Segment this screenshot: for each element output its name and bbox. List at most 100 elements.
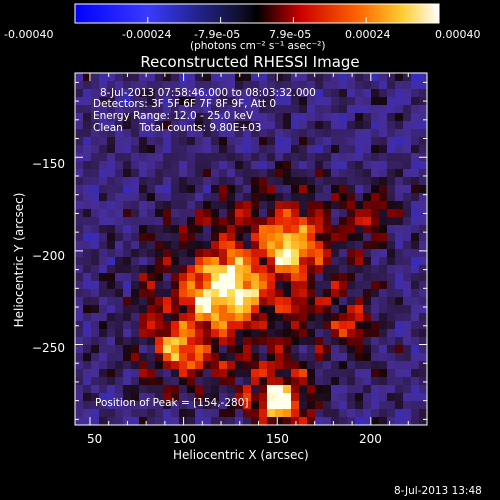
- image-pixel: [307, 257, 316, 266]
- image-pixel: [347, 321, 356, 330]
- image-pixel: [331, 361, 340, 370]
- image-pixel: [163, 305, 172, 314]
- image-pixel: [99, 161, 108, 170]
- image-pixel: [347, 201, 356, 210]
- image-pixel: [339, 201, 348, 210]
- image-pixel: [83, 169, 92, 178]
- image-pixel: [363, 297, 372, 306]
- image-pixel: [387, 353, 396, 362]
- image-pixel: [179, 81, 188, 90]
- image-pixel: [75, 137, 84, 146]
- image-pixel: [323, 97, 332, 106]
- image-pixel: [315, 345, 324, 354]
- image-pixel: [203, 153, 212, 162]
- colorbar-tick-label-2: -7.9e-05: [194, 28, 241, 41]
- image-pixel: [411, 73, 420, 82]
- image-pixel: [331, 161, 340, 170]
- image-pixel: [139, 217, 148, 226]
- image-pixel: [291, 337, 300, 346]
- image-pixel: [395, 73, 404, 82]
- image-pixel: [267, 249, 276, 258]
- image-pixel: [299, 257, 308, 266]
- image-pixel: [99, 241, 108, 250]
- image-pixel: [179, 129, 188, 138]
- image-pixel: [363, 89, 372, 98]
- image-pixel: [163, 81, 172, 90]
- image-pixel: [99, 329, 108, 338]
- image-pixel: [235, 401, 244, 410]
- image-pixel: [299, 217, 308, 226]
- image-pixel: [387, 345, 396, 354]
- image-pixel: [179, 121, 188, 130]
- image-pixel: [123, 137, 132, 146]
- image-pixel: [139, 81, 148, 90]
- image-pixel: [347, 217, 356, 226]
- image-pixel: [75, 233, 84, 242]
- image-pixel: [203, 105, 212, 114]
- image-pixel: [131, 313, 140, 322]
- image-pixel: [395, 145, 404, 154]
- image-pixel: [115, 257, 124, 266]
- image-pixel: [243, 233, 252, 242]
- image-pixel: [107, 361, 116, 370]
- image-pixel: [235, 393, 244, 402]
- image-pixel: [403, 257, 412, 266]
- image-pixel: [107, 297, 116, 306]
- image-pixel: [371, 137, 380, 146]
- image-pixel: [123, 113, 132, 122]
- image-pixel: [315, 393, 324, 402]
- image-pixel: [155, 105, 164, 114]
- image-pixel: [179, 177, 188, 186]
- image-pixel: [339, 337, 348, 346]
- image-pixel: [403, 305, 412, 314]
- image-pixel: [347, 337, 356, 346]
- image-pixel: [379, 161, 388, 170]
- image-pixel: [331, 321, 340, 330]
- image-pixel: [307, 241, 316, 250]
- image-pixel: [315, 361, 324, 370]
- image-pixel: [83, 313, 92, 322]
- image-pixel: [403, 377, 412, 386]
- image-pixel: [355, 233, 364, 242]
- image-pixel: [171, 289, 180, 298]
- image-pixel: [299, 417, 308, 426]
- image-pixel: [347, 153, 356, 162]
- image-pixel: [363, 177, 372, 186]
- image-pixel: [91, 145, 100, 154]
- image-pixel: [203, 217, 212, 226]
- image-pixel: [283, 369, 292, 378]
- image-pixel: [315, 281, 324, 290]
- image-pixel: [259, 409, 268, 418]
- image-pixel: [115, 73, 124, 82]
- image-pixel: [299, 145, 308, 154]
- image-pixel: [299, 73, 308, 82]
- image-pixel: [275, 89, 284, 98]
- image-pixel: [203, 409, 212, 418]
- image-pixel: [195, 225, 204, 234]
- image-pixel: [331, 185, 340, 194]
- image-pixel: [219, 321, 228, 330]
- image-pixel: [275, 265, 284, 274]
- image-pixel: [75, 97, 84, 106]
- image-pixel: [163, 113, 172, 122]
- image-pixel: [259, 289, 268, 298]
- image-pixel: [363, 369, 372, 378]
- image-pixel: [387, 201, 396, 210]
- image-pixel: [331, 265, 340, 274]
- image-pixel: [211, 113, 220, 122]
- image-pixel: [307, 289, 316, 298]
- image-pixel: [107, 393, 116, 402]
- image-pixel: [75, 281, 84, 290]
- image-pixel: [379, 113, 388, 122]
- image-pixel: [251, 137, 260, 146]
- image-pixel: [387, 289, 396, 298]
- image-pixel: [283, 281, 292, 290]
- image-pixel: [403, 185, 412, 194]
- image-pixel: [379, 377, 388, 386]
- image-pixel: [139, 185, 148, 194]
- image-pixel: [323, 161, 332, 170]
- image-pixel: [123, 321, 132, 330]
- image-pixel: [363, 409, 372, 418]
- image-pixel: [147, 361, 156, 370]
- image-pixel: [243, 169, 252, 178]
